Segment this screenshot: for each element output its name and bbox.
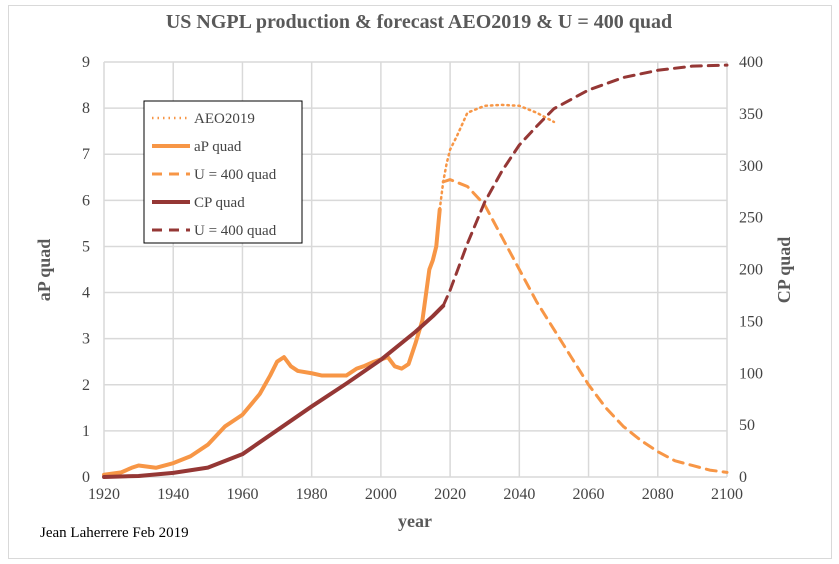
legend-label: U = 400 quad	[194, 167, 277, 183]
legend-box	[143, 100, 303, 244]
x-tick-label: 2060	[573, 486, 605, 503]
y-axis-label: aP quad	[34, 239, 54, 302]
y2-axis-label: CP quad	[774, 237, 794, 304]
y2-tick-label: 150	[739, 313, 763, 330]
series-line-1	[102, 207, 442, 477]
series-line-2	[441, 178, 729, 474]
legend-label: aP quad	[194, 139, 242, 155]
x-tick-label: 2000	[365, 486, 397, 503]
y-tick-label: 7	[82, 146, 90, 163]
x-tick-label: 2020	[434, 486, 466, 503]
x-axis-label: year	[398, 511, 432, 531]
legend-label: U = 400 quad	[194, 223, 277, 239]
y-tick-label: 2	[82, 377, 90, 394]
legend-label: CP quad	[194, 195, 245, 211]
y-tick-label: 8	[82, 100, 90, 117]
y2-tick-label: 50	[739, 417, 755, 434]
y-tick-label: 6	[82, 192, 90, 209]
y2-tick-label: 200	[739, 262, 763, 279]
y-tick-label: 3	[82, 331, 90, 348]
x-tick-label: 1940	[157, 486, 189, 503]
y-tick-label: 1	[82, 423, 90, 440]
chart-title: US NGPL production & forecast AEO2019 & …	[166, 11, 672, 33]
y2-tick-label: 250	[739, 210, 763, 227]
y2-tick-label: 0	[739, 469, 747, 486]
x-tick-label: 2100	[711, 486, 743, 503]
series-line-4	[441, 63, 729, 308]
y-tick-label: 4	[82, 285, 90, 302]
y2-tick-label: 300	[739, 158, 763, 175]
credit-text: Jean Laherrere Feb 2019	[40, 525, 189, 541]
y-tick-label: 0	[82, 469, 90, 486]
y2-tick-label: 350	[739, 106, 763, 123]
series-line-0	[438, 103, 556, 211]
chart-frame	[8, 5, 832, 559]
legend-label: AEO2019	[194, 111, 255, 127]
x-tick-label: 1920	[88, 486, 120, 503]
y-tick-label: 5	[82, 238, 90, 255]
series-line-3	[102, 303, 446, 479]
x-tick-label: 1980	[296, 486, 328, 503]
x-tick-label: 1960	[226, 486, 258, 503]
y2-tick-label: 100	[739, 365, 763, 382]
y-tick-label: 9	[82, 54, 90, 71]
x-tick-label: 2040	[503, 486, 535, 503]
y2-tick-label: 400	[739, 54, 763, 71]
x-tick-label: 2080	[642, 486, 674, 503]
